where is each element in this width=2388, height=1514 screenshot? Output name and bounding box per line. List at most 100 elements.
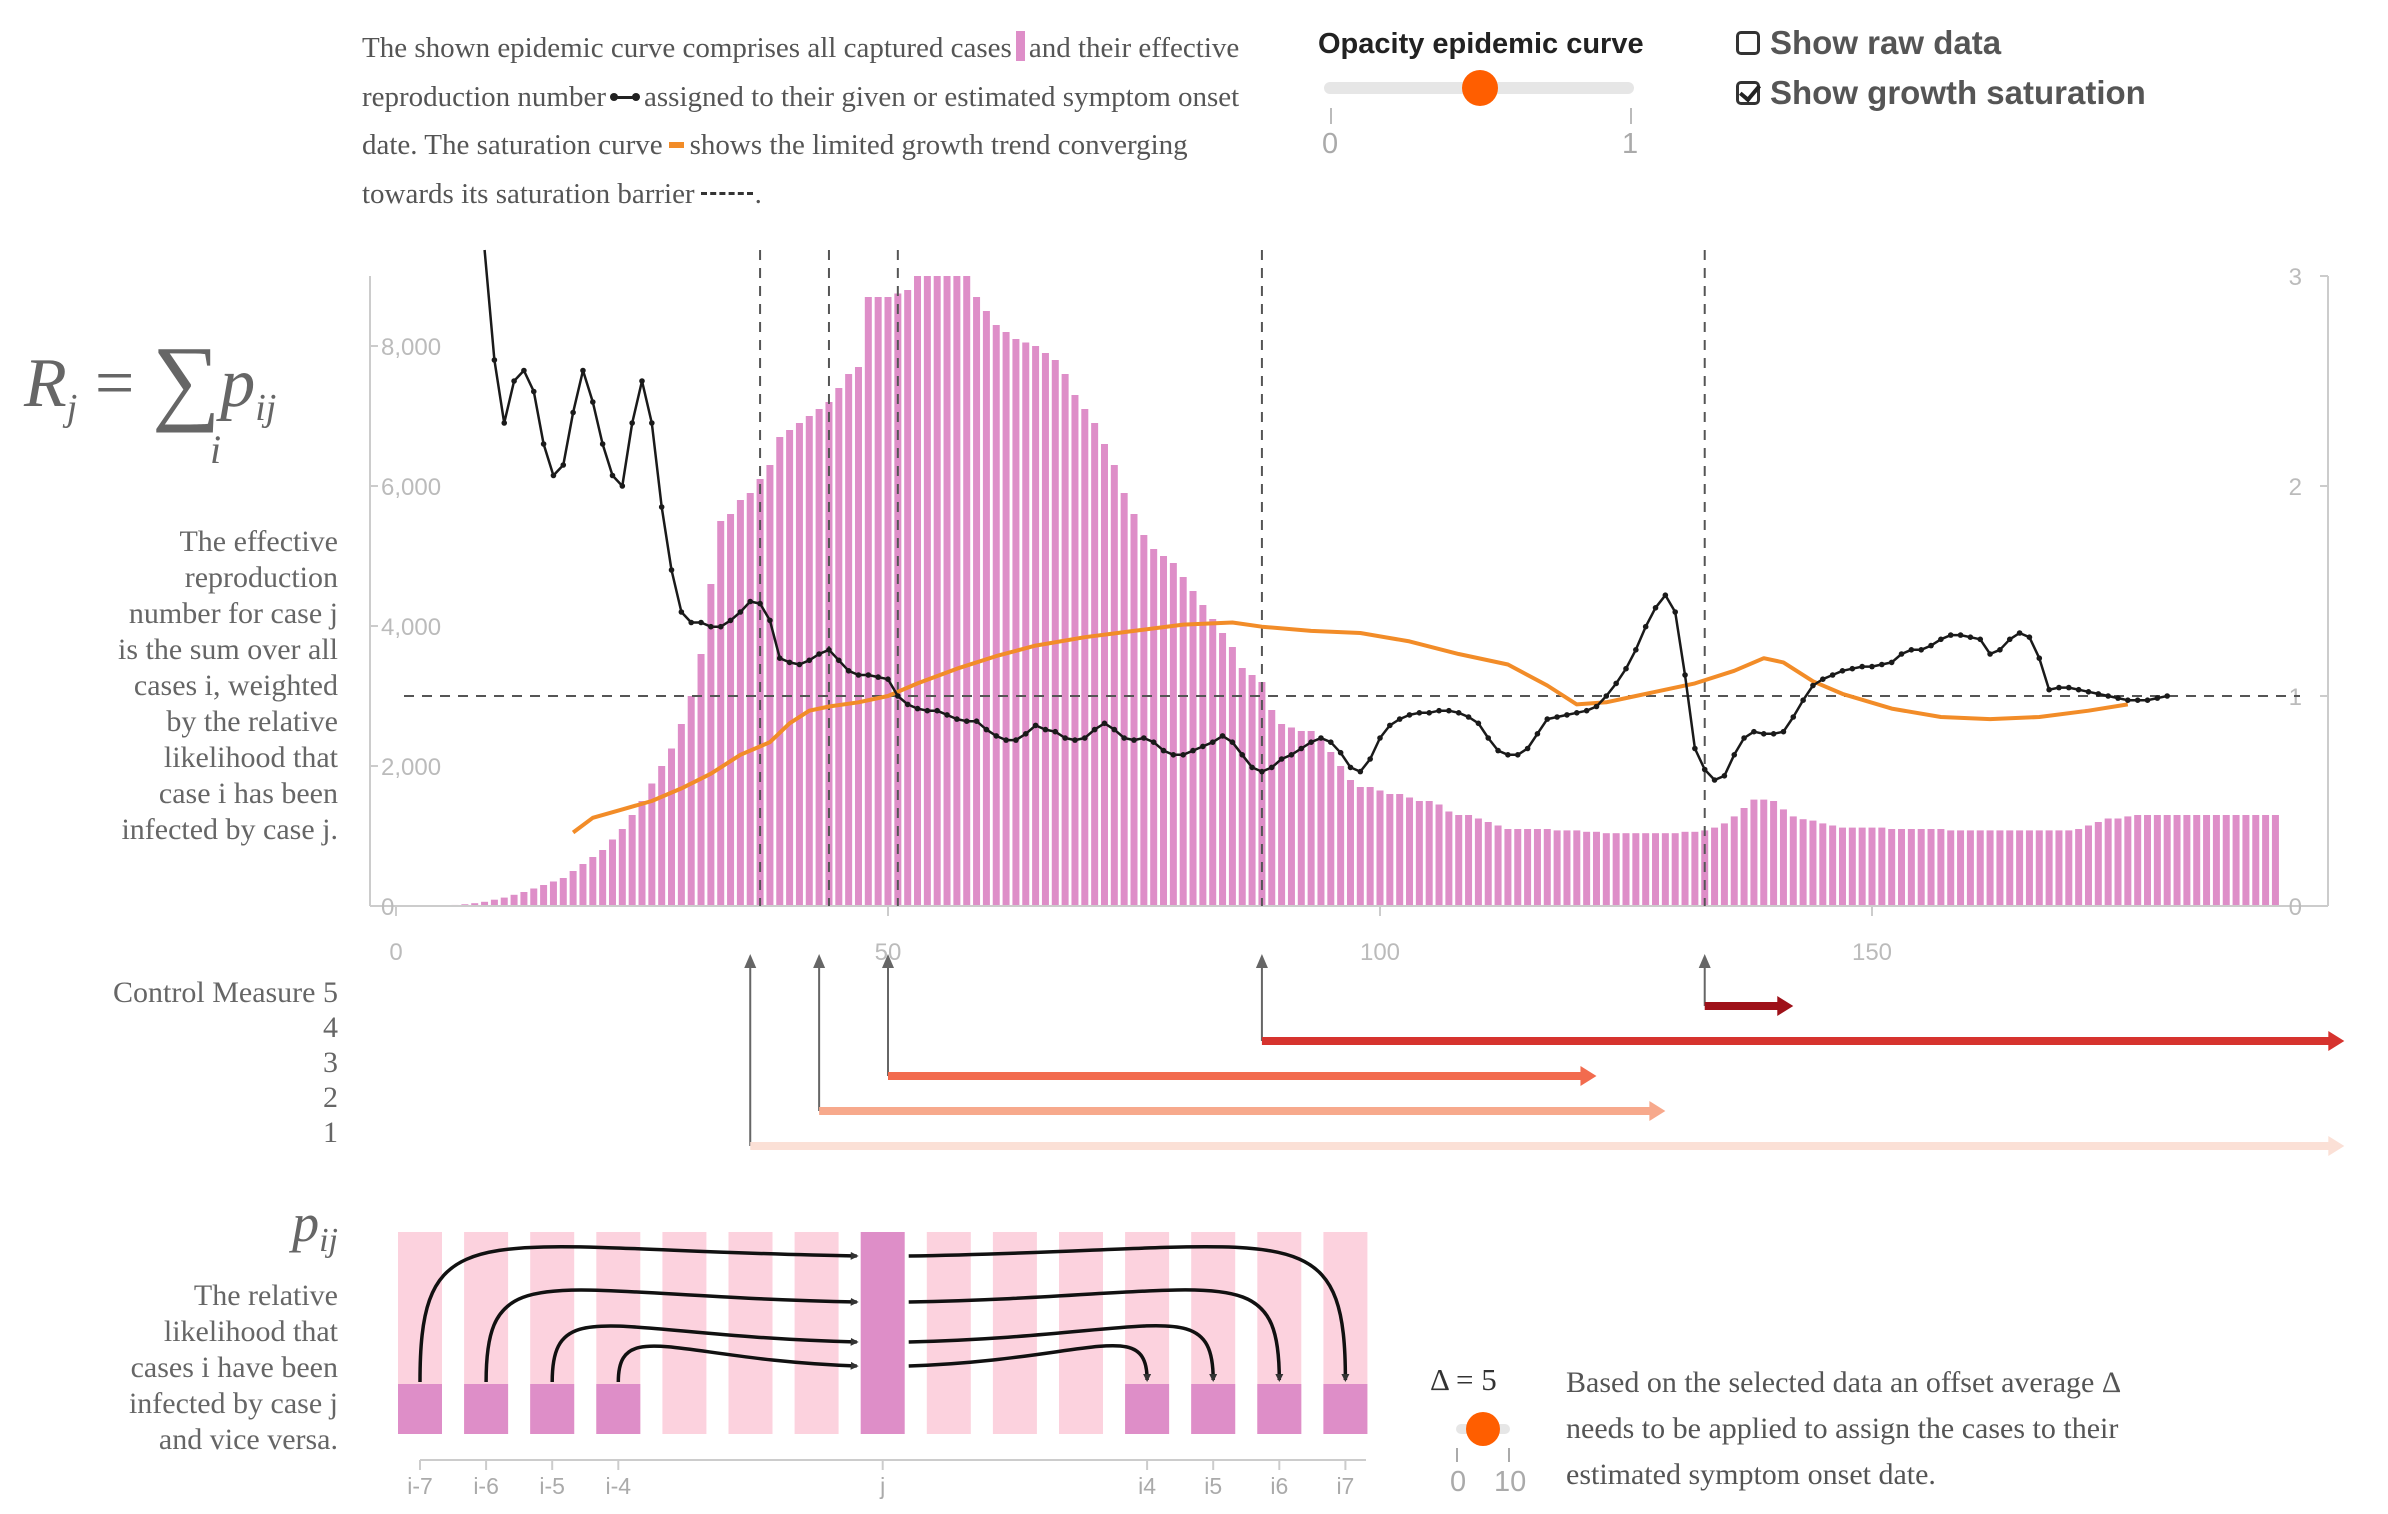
case-bar: [2006, 830, 2014, 906]
reproduction-number-point: [1564, 712, 1570, 718]
case-bar: [1976, 830, 1984, 906]
checkbox-checked-icon[interactable]: [1736, 81, 1760, 105]
pij-tick-label: j: [879, 1473, 885, 1499]
reproduction-number-point: [1800, 697, 1806, 703]
case-bar: [1248, 675, 1256, 906]
case-bar: [2173, 815, 2181, 906]
reproduction-number-point: [1219, 733, 1226, 739]
delta-tick-max: [1508, 1448, 1510, 1462]
opacity-min-label: 0: [1322, 128, 1339, 160]
control-measure-bar-2: [819, 1107, 1652, 1115]
case-bar: [2134, 815, 2142, 906]
reproduction-number-point: [530, 388, 537, 395]
case-bar: [874, 297, 882, 906]
case-bar: [520, 892, 528, 906]
reproduction-number-point: [1790, 714, 1797, 720]
toggle-show-growth-saturation[interactable]: Show growth saturation: [1736, 74, 2146, 112]
reproduction-number-point: [737, 609, 744, 615]
reproduction-number-point: [2115, 695, 2121, 701]
case-bar: [1268, 710, 1276, 906]
reproduction-number-point: [1524, 745, 1531, 752]
case-bar: [1524, 829, 1532, 906]
case-bar: [1917, 829, 1925, 906]
case-bar: [510, 894, 518, 906]
reproduction-number-point: [1052, 728, 1059, 735]
control-measure-arrowhead-1: [2328, 1136, 2345, 1156]
reproduction-number-point: [1475, 720, 1482, 727]
reproduction-number-point: [904, 701, 911, 708]
reproduction-number-point: [1987, 651, 1993, 657]
case-bar: [1307, 731, 1315, 906]
case-bar: [992, 325, 1000, 906]
control-measure-up-arrow: [882, 954, 894, 968]
case-bar: [1179, 577, 1187, 906]
reproduction-number-point: [1062, 735, 1068, 741]
reproduction-number-point: [1820, 676, 1826, 682]
control-measure-arrowhead-5: [1777, 996, 1794, 1016]
pij-tick-label: i7: [1336, 1473, 1354, 1499]
case-bar: [1396, 794, 1404, 906]
case-bar: [2242, 815, 2250, 906]
reproduction-number-point: [2134, 697, 2141, 703]
case-bar: [2094, 822, 2102, 906]
reproduction-number-point: [1455, 710, 1462, 716]
opacity-slider-knob[interactable]: [1462, 70, 1498, 106]
checkbox-icon[interactable]: [1736, 31, 1760, 55]
reproduction-number-point: [1947, 632, 1954, 638]
case-bar: [1356, 787, 1364, 906]
reproduction-number-point: [885, 676, 891, 682]
reproduction-number-point: [1259, 768, 1265, 775]
case-bar: [1898, 829, 1906, 906]
reproduction-number-point: [2075, 686, 2082, 693]
pij-arrow-in: [550, 1324, 859, 1383]
reproduction-number-point: [1495, 747, 1501, 754]
case-bar: [1642, 833, 1650, 906]
case-bar: [736, 500, 744, 906]
reproduction-number-point: [2016, 630, 2023, 636]
case-bar: [1051, 360, 1059, 906]
reproduction-number-point: [698, 619, 704, 626]
y-left-tick-label: 2,000: [381, 754, 441, 781]
reproduction-number-point: [1957, 632, 1964, 638]
case-bar: [864, 297, 872, 906]
toggle-show-raw-data[interactable]: Show raw data: [1736, 24, 2001, 62]
control-measure-label-1: 1: [323, 1116, 338, 1149]
reproduction-number-point: [1131, 737, 1137, 743]
case-bar: [1327, 752, 1335, 906]
case-bar: [982, 311, 990, 906]
y-right-tick-label: 2: [2289, 474, 2302, 501]
reproduction-number-point: [2066, 684, 2072, 691]
case-bar: [786, 430, 794, 906]
delta-slider-knob[interactable]: [1466, 1412, 1500, 1446]
reproduction-number-point: [1485, 735, 1492, 741]
reproduction-number-point: [1436, 707, 1442, 714]
case-bar: [1730, 816, 1738, 906]
opacity-max-label: 1: [1622, 128, 1639, 160]
case-bar: [1583, 831, 1591, 906]
case-bar: [1937, 829, 1945, 906]
case-bar: [1032, 346, 1040, 906]
reproduction-number-point: [767, 617, 773, 624]
reproduction-number-point: [1337, 749, 1344, 756]
case-bar: [599, 850, 607, 906]
control-measure-label-5: Control Measure 5: [113, 976, 338, 1009]
pij-arrow-in: [616, 1344, 859, 1383]
pij-arrow-out: [908, 1244, 1350, 1382]
reproduction-number-point: [934, 707, 940, 714]
bar-swatch-icon: [1015, 31, 1025, 61]
reproduction-number-point: [2105, 693, 2111, 699]
reproduction-number-point: [570, 409, 576, 416]
reproduction-number-point: [649, 420, 655, 426]
reproduction-number-point: [1977, 636, 1984, 643]
case-bar: [1760, 799, 1768, 906]
pij-tick-label: i6: [1270, 1473, 1288, 1499]
case-bar: [2163, 815, 2171, 906]
pij-arrow-out: [908, 1343, 1152, 1382]
pij-tick-label: i-5: [539, 1473, 565, 1499]
case-bar: [1799, 819, 1807, 906]
case-bar: [914, 276, 922, 906]
case-bar: [1563, 830, 1571, 906]
case-bar: [589, 857, 597, 906]
case-bar: [1100, 444, 1108, 906]
case-bar: [500, 897, 508, 906]
